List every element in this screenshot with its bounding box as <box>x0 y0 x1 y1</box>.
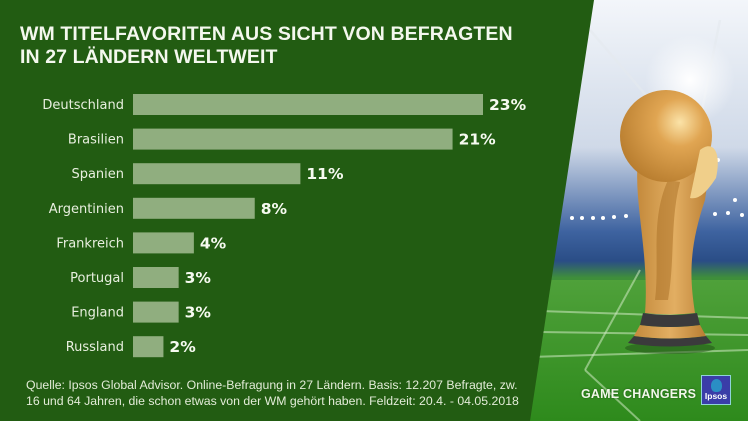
value-label: 4% <box>200 234 227 252</box>
bar-row: Deutschland 23% <box>42 94 527 115</box>
value-label: 8% <box>261 200 288 218</box>
bar <box>133 128 453 150</box>
bar-row: Argentinien 8% <box>49 197 288 219</box>
bar-chart: Deutschland 23% Brasilien 21% Spanien 11% Arge… <box>42 94 527 358</box>
value-label: 23% <box>489 96 527 114</box>
value-label: 3% <box>185 269 212 287</box>
bar-row: England 3% <box>71 301 212 323</box>
bars: Deutschland 23% Brasilien 21% Spanien 11% Arge… <box>42 94 527 358</box>
category-label: Portugal <box>70 271 124 286</box>
value-label: 11% <box>306 165 344 183</box>
bar <box>133 301 179 323</box>
category-label: Deutschland <box>42 98 124 113</box>
bar <box>133 163 301 185</box>
bar-row: Spanien 11% <box>71 163 344 185</box>
game-changers-tagline: GAME CHANGERS <box>581 387 697 401</box>
category-label: Argentinien <box>49 202 124 217</box>
category-label: Frankreich <box>56 236 124 251</box>
category-label: Brasilien <box>68 133 124 148</box>
logo-text: Ipsos <box>704 391 728 401</box>
category-label: England <box>71 306 124 321</box>
bar <box>133 336 164 358</box>
bar <box>133 267 179 288</box>
ipsos-logo: Ipsos <box>701 375 731 405</box>
bar-row: Russland 2% <box>66 336 196 358</box>
stadium-lights <box>570 158 744 220</box>
logo-head-icon <box>711 379 722 392</box>
bar-row: Portugal 3% <box>70 267 211 288</box>
bar-row: Frankreich 4% <box>56 232 227 254</box>
value-label: 3% <box>185 304 212 322</box>
chart-title-line-2: IN 27 LÄNDERN WELTWEIT <box>20 46 278 68</box>
trophy-icon <box>620 90 718 354</box>
category-label: Russland <box>66 340 124 355</box>
chart-title-line-1: WM TITELFAVORITEN AUS SICHT VON BEFRAGTE… <box>20 23 513 45</box>
bar-row: Brasilien 21% <box>68 128 497 150</box>
bar <box>133 197 255 219</box>
bar <box>133 94 483 115</box>
source-note-line-1: Quelle: Ipsos Global Advisor. Online-Bef… <box>26 378 518 392</box>
bar <box>133 232 194 254</box>
source-note-line-2: 16 und 64 Jahren, die schon etwas von de… <box>26 394 519 408</box>
category-label: Spanien <box>71 167 124 182</box>
value-label: 21% <box>459 131 497 149</box>
value-label: 2% <box>169 338 196 356</box>
